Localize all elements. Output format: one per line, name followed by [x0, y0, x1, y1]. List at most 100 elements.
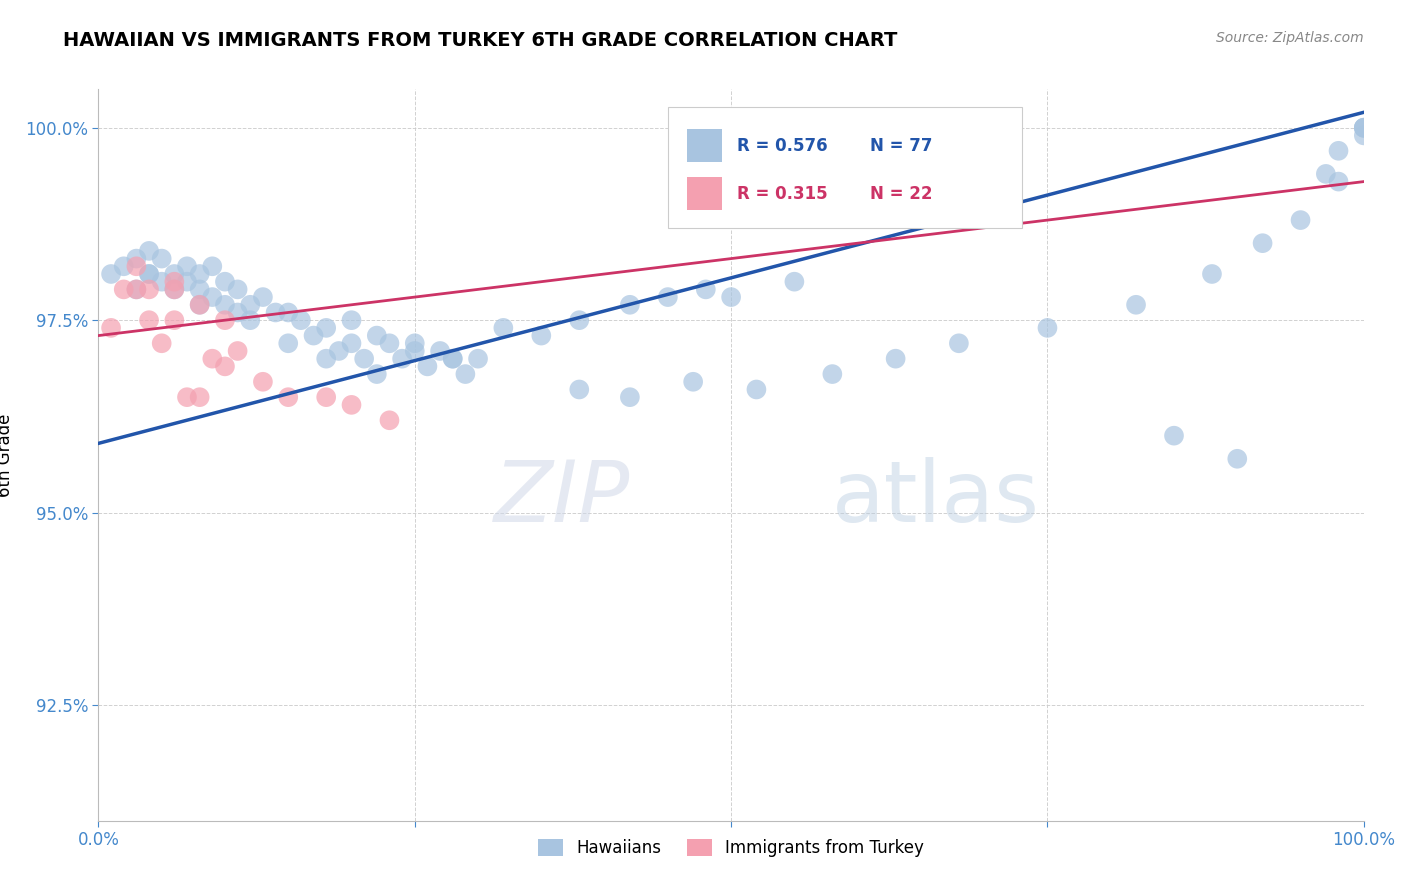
Point [176, 390, 198, 404]
Point [214, 359, 236, 374]
Point [821, 367, 844, 381]
Point [441, 351, 464, 366]
Point [100, 267, 122, 281]
Point [315, 321, 337, 335]
Point [214, 313, 236, 327]
Point [378, 413, 401, 427]
Point [328, 343, 350, 358]
Point [302, 328, 325, 343]
Point [239, 313, 262, 327]
Point [277, 336, 299, 351]
Point [290, 313, 312, 327]
Point [1353, 120, 1375, 135]
Point [150, 336, 173, 351]
Point [277, 390, 299, 404]
Text: R = 0.315: R = 0.315 [737, 185, 828, 202]
Point [138, 244, 160, 258]
Point [1353, 120, 1375, 135]
Point [239, 298, 262, 312]
Point [1125, 298, 1147, 312]
Point [125, 282, 148, 296]
Text: N = 22: N = 22 [870, 185, 932, 202]
Point [163, 282, 186, 296]
Point [530, 328, 553, 343]
Text: HAWAIIAN VS IMMIGRANTS FROM TURKEY 6TH GRADE CORRELATION CHART: HAWAIIAN VS IMMIGRANTS FROM TURKEY 6TH G… [63, 31, 897, 50]
Bar [686, 129, 723, 162]
Point [429, 343, 451, 358]
Point [226, 282, 249, 296]
Point [657, 290, 679, 304]
Point [1226, 451, 1249, 466]
Point [948, 336, 970, 351]
Point [340, 313, 363, 327]
Point [1251, 236, 1274, 251]
Point [201, 351, 224, 366]
Point [1201, 267, 1223, 281]
Point [252, 290, 274, 304]
Bar [686, 177, 723, 210]
Point [150, 252, 173, 266]
Point [492, 321, 515, 335]
Point [568, 383, 591, 397]
Point [783, 275, 806, 289]
Point [619, 298, 641, 312]
Point [252, 375, 274, 389]
FancyBboxPatch shape [668, 108, 1022, 228]
Point [188, 298, 211, 312]
Point [214, 298, 236, 312]
Point [1289, 213, 1312, 227]
Point [138, 282, 160, 296]
Point [188, 298, 211, 312]
Point [138, 313, 160, 327]
Point [1315, 167, 1337, 181]
Point [416, 359, 439, 374]
Point [163, 267, 186, 281]
Point [214, 275, 236, 289]
Point [201, 260, 224, 274]
Text: ZIP: ZIP [494, 458, 630, 541]
Point [745, 383, 768, 397]
Point [454, 367, 477, 381]
Text: Source: ZipAtlas.com: Source: ZipAtlas.com [1216, 31, 1364, 45]
Point [404, 336, 426, 351]
Point [226, 305, 249, 319]
Point [125, 260, 148, 274]
Point [163, 275, 186, 289]
Point [340, 336, 363, 351]
Point [188, 282, 211, 296]
Point [138, 267, 160, 281]
Point [378, 336, 401, 351]
Point [340, 398, 363, 412]
Point [112, 260, 135, 274]
Point [467, 351, 489, 366]
Point [112, 282, 135, 296]
Legend: Hawaiians, Immigrants from Turkey: Hawaiians, Immigrants from Turkey [531, 832, 931, 863]
Point [163, 282, 186, 296]
Text: N = 77: N = 77 [870, 137, 932, 155]
Point [150, 275, 173, 289]
Point [176, 260, 198, 274]
Point [391, 351, 413, 366]
Point [188, 390, 211, 404]
Point [1327, 144, 1350, 158]
Point [1353, 128, 1375, 143]
Point [682, 375, 704, 389]
Point [264, 305, 287, 319]
Point [315, 390, 337, 404]
Point [1353, 120, 1375, 135]
Point [125, 252, 148, 266]
Point [201, 290, 224, 304]
Point [138, 267, 160, 281]
Point [277, 305, 299, 319]
Point [884, 351, 907, 366]
Point [619, 390, 641, 404]
Point [568, 313, 591, 327]
Text: R = 0.576: R = 0.576 [737, 137, 828, 155]
Point [315, 351, 337, 366]
Point [1327, 175, 1350, 189]
Point [366, 328, 388, 343]
Point [695, 282, 717, 296]
Point [404, 343, 426, 358]
Text: atlas: atlas [832, 458, 1040, 541]
Point [100, 321, 122, 335]
